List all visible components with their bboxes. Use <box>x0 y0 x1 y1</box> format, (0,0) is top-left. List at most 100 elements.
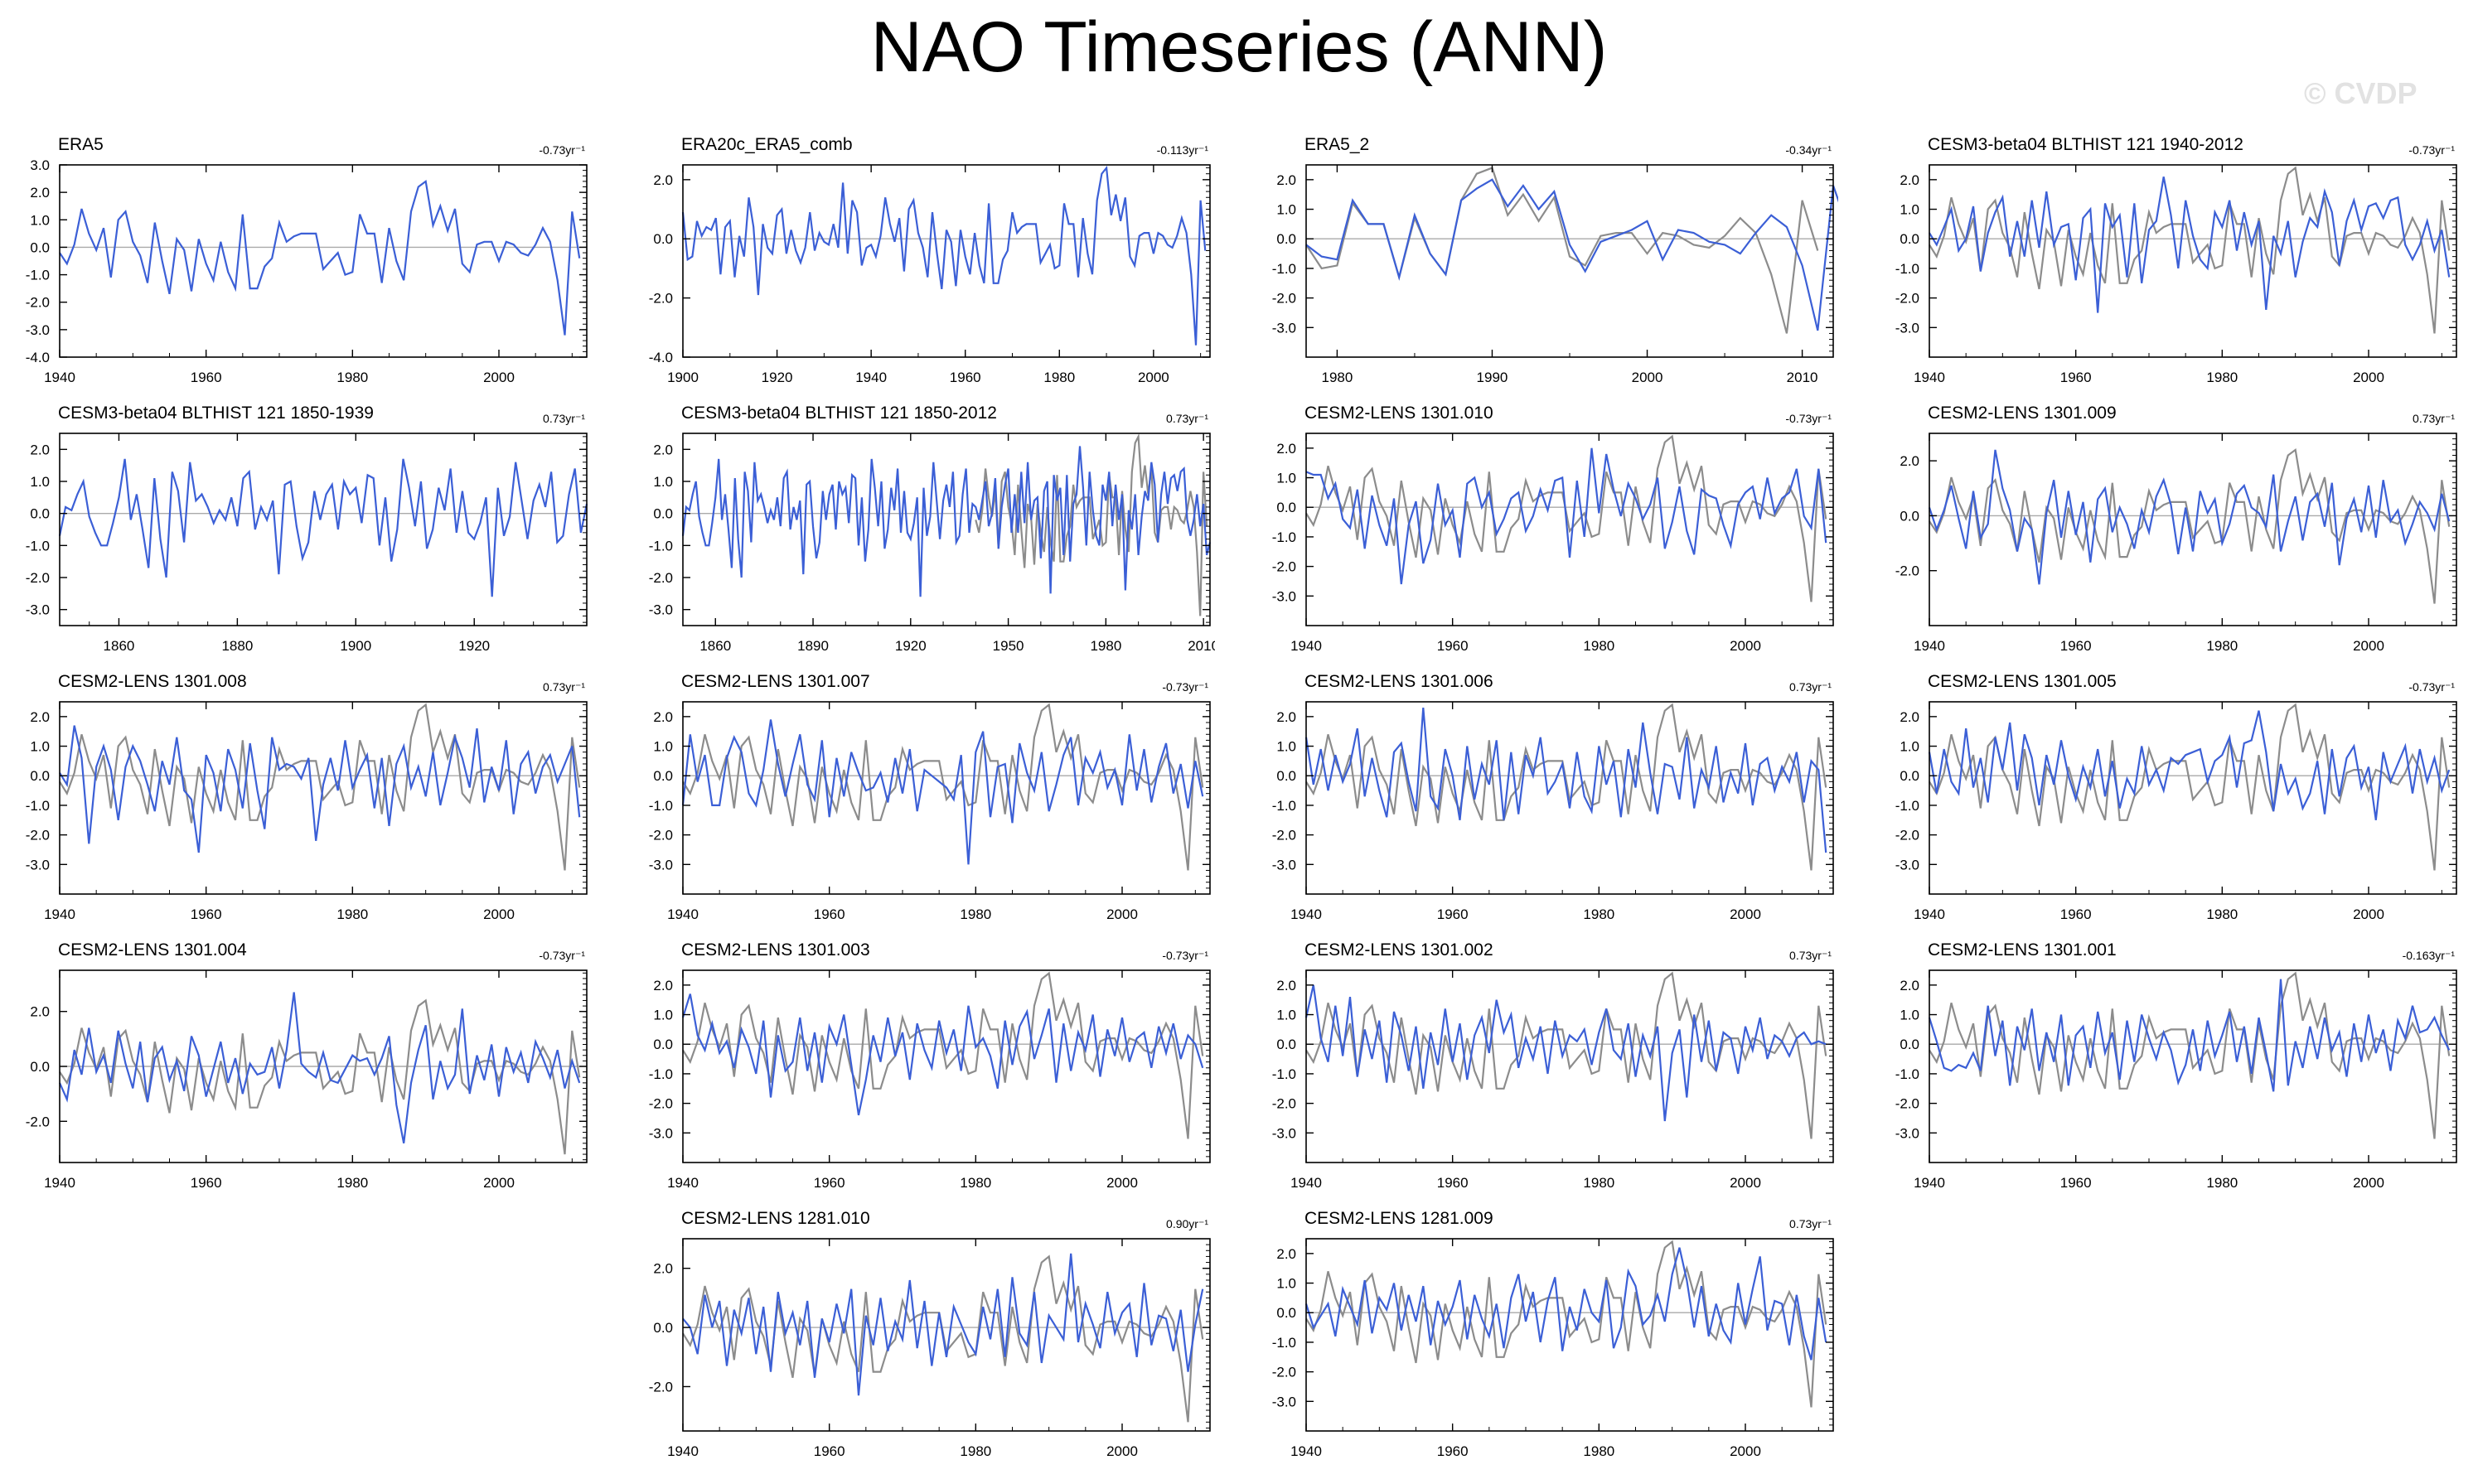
y-tick-label: -2.0 <box>1895 291 1919 307</box>
x-tick-label: 1980 <box>2206 370 2238 385</box>
figure-title: NAO Timeseries (ANN) <box>870 7 1608 87</box>
x-tick-label: 1960 <box>1437 1443 1469 1459</box>
x-tick-label: 2000 <box>483 1175 515 1191</box>
y-tick-label: -3.0 <box>26 857 50 873</box>
y-tick-label: 2.0 <box>30 185 50 201</box>
trend-label: -0.73yr⁻¹ <box>1785 412 1832 425</box>
trend-label: -0.73yr⁻¹ <box>2408 680 2455 694</box>
x-tick-label: 2000 <box>1138 370 1169 385</box>
x-tick-label: 2000 <box>1730 638 1761 654</box>
nao-chart: -3.0 -2.0 -1.0 0.0 1.0 2.0 1940 1960 1980 2000 <box>649 969 1211 1191</box>
y-tick-label: 0.0 <box>653 506 673 522</box>
nao-panel: CESM2-LENS 1301.010 -0.73yr⁻¹ -3.0 -2.0 -1.0… <box>1246 389 1838 662</box>
x-tick-label: 1980 <box>1583 1175 1614 1191</box>
panel-title: CESM2-LENS 1301.002 <box>1304 940 1493 960</box>
y-tick-label: 2.0 <box>1276 709 1296 725</box>
y-tick-label: 1.0 <box>1900 1008 1919 1023</box>
x-tick-label: 1940 <box>1290 1175 1322 1191</box>
cvdp-watermark: © CVDP <box>2304 76 2418 110</box>
x-tick-label: 1980 <box>960 906 991 922</box>
plot-frame <box>59 433 588 626</box>
nao-panel: CESM2-LENS 1301.009 0.73yr⁻¹ -2.0 0.0 2.0 194… <box>1870 389 2461 662</box>
y-tick-label: -2.0 <box>1895 563 1919 579</box>
y-tick-label: 1.0 <box>1276 1008 1296 1023</box>
y-tick-label: 0.0 <box>1900 508 1919 524</box>
y-tick-label: 2.0 <box>653 172 673 188</box>
panel-title: CESM2-LENS 1301.001 <box>1928 940 2117 960</box>
y-tick-label: 1.0 <box>30 739 50 755</box>
x-tick-label: 1920 <box>458 638 490 654</box>
y-tick-label: -2.0 <box>1272 1365 1296 1380</box>
y-tick-label: 0.0 <box>653 1320 673 1336</box>
y-tick-label: -2.0 <box>1272 559 1296 575</box>
y-tick-label: -3.0 <box>649 1125 673 1141</box>
plot-frame <box>682 701 1211 895</box>
x-tick-label: 1980 <box>960 1175 991 1191</box>
y-tick-label: 2.0 <box>1276 978 1296 993</box>
nao-series-line <box>1304 708 1827 853</box>
plot-frame <box>59 164 588 358</box>
nao-chart: -2.0 0.0 2.0 1940 1960 1980 2000 <box>26 969 588 1191</box>
x-tick-label: 1980 <box>2206 906 2238 922</box>
x-tick-label: 2000 <box>1730 1175 1761 1191</box>
y-tick-label: -1.0 <box>649 1066 673 1082</box>
y-tick-label: -1.0 <box>26 538 50 553</box>
y-tick-label: -3.0 <box>649 857 673 873</box>
panel-title: CESM2-LENS 1281.010 <box>681 1209 870 1228</box>
x-tick-label: 1900 <box>340 638 371 654</box>
x-tick-label: 1980 <box>2206 638 2238 654</box>
trend-label: 0.73yr⁻¹ <box>1789 949 1832 962</box>
x-tick-label: 2000 <box>1730 906 1761 922</box>
nao-panel: CESM2-LENS 1301.006 0.73yr⁻¹ -3.0 -2.0 -1.0 0… <box>1246 657 1838 931</box>
trend-label: 0.73yr⁻¹ <box>2413 412 2455 425</box>
y-tick-label: 2.0 <box>653 442 673 457</box>
x-tick-label: 2000 <box>1106 1443 1138 1459</box>
observed-series-line <box>1305 971 1827 1139</box>
x-tick-label: 1980 <box>1583 1443 1614 1459</box>
nao-panel: CESM2-LENS 1301.002 0.73yr⁻¹ -3.0 -2.0 -1.0 0… <box>1246 926 1838 1199</box>
x-tick-label: 1980 <box>1090 638 1121 654</box>
x-tick-label: 1960 <box>2060 638 2092 654</box>
plot-frame <box>682 164 1211 358</box>
y-tick-label: 1.0 <box>1276 471 1296 486</box>
panel-title: CESM3-beta04 BLTHIST 121 1850-2012 <box>681 404 997 423</box>
panel-title: CESM2-LENS 1301.004 <box>58 940 247 960</box>
x-tick-label: 2000 <box>1730 1443 1761 1459</box>
x-tick-label: 2000 <box>483 370 515 385</box>
y-tick-label: -4.0 <box>26 350 50 365</box>
y-tick-label: 1.0 <box>30 474 50 490</box>
trend-label: 0.73yr⁻¹ <box>1789 1217 1832 1230</box>
y-tick-label: 1.0 <box>1900 202 1919 218</box>
x-tick-label: 1940 <box>855 370 887 385</box>
y-tick-label: 1.0 <box>653 739 673 755</box>
x-tick-label: 2000 <box>2353 370 2384 385</box>
y-tick-label: -3.0 <box>1895 857 1919 873</box>
y-tick-label: 0.0 <box>30 768 50 784</box>
x-tick-label: 1980 <box>336 370 368 385</box>
y-tick-label: -1.0 <box>1895 798 1919 814</box>
y-tick-label: -3.0 <box>1895 320 1919 336</box>
y-tick-label: 0.0 <box>1900 1037 1919 1052</box>
y-tick-label: 2.0 <box>1900 709 1919 725</box>
plot-frame <box>682 433 1211 626</box>
nao-panel: ERA5 -0.73yr⁻¹ -4.0 -3.0 -2.0 -1.0 0.0 1.0 2.0 3.… <box>0 120 592 394</box>
nao-series-line <box>681 446 1212 597</box>
x-tick-label: 1980 <box>336 1175 368 1191</box>
y-tick-label: 2.0 <box>653 978 673 993</box>
y-tick-label: 3.0 <box>30 157 50 173</box>
x-tick-label: 1940 <box>667 1175 699 1191</box>
x-tick-label: 2000 <box>2353 906 2384 922</box>
y-tick-label: 0.0 <box>653 1037 673 1052</box>
nao-chart: -3.0 -2.0 -1.0 0.0 1.0 2.0 1940 1960 1980 2000 <box>1895 164 2457 385</box>
trend-label: 0.73yr⁻¹ <box>1166 412 1208 425</box>
x-tick-label: 1960 <box>1437 1175 1469 1191</box>
panel-title: CESM3-beta04 BLTHIST 121 1850-1939 <box>58 404 374 423</box>
y-tick-label: 1.0 <box>653 474 673 490</box>
plot-frame <box>682 1238 1211 1432</box>
nao-chart: -3.0 -2.0 -1.0 0.0 1.0 2.0 1940 1960 1980 2000 <box>649 701 1211 922</box>
y-tick-label: -2.0 <box>649 828 673 844</box>
y-tick-label: -1.0 <box>1272 529 1296 545</box>
trend-label: 0.90yr⁻¹ <box>1166 1217 1208 1230</box>
observed-series-line <box>1929 166 2451 334</box>
nao-panel: ERA20c_ERA5_comb -0.113yr⁻¹ -4.0 -2.0 0.0 2.0… <box>623 120 1215 394</box>
